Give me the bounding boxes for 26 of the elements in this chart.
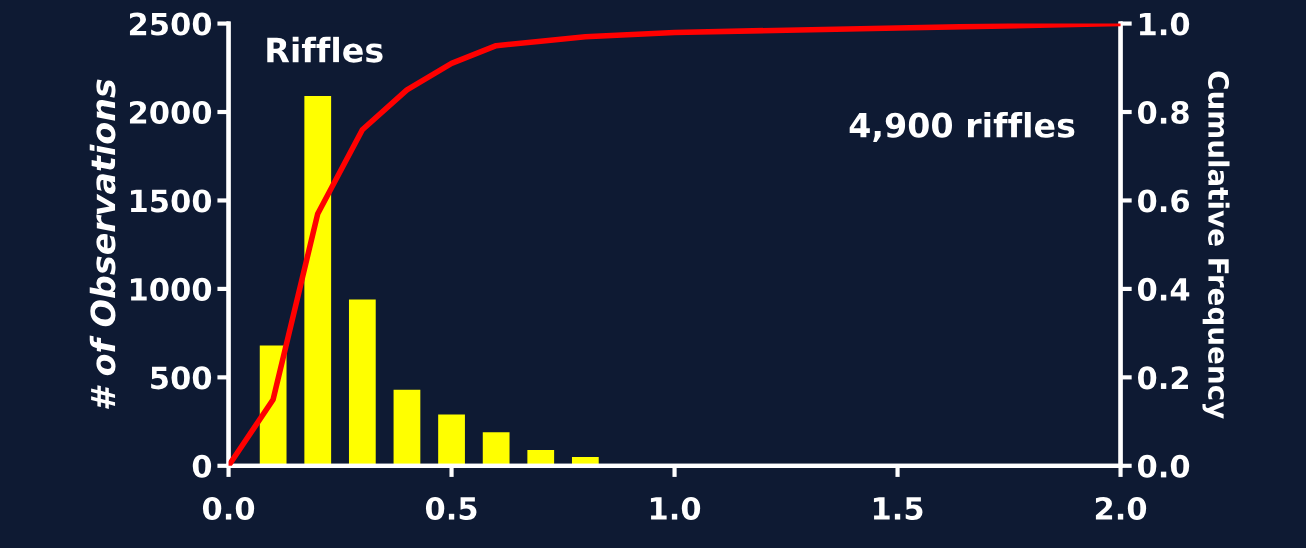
y-tick-label: 1000 [130, 277, 212, 301]
x-tick-label: 0.0 [202, 496, 255, 521]
y-tick-label: 500 [151, 366, 212, 390]
x-tick-label: 0.5 [425, 496, 477, 521]
y-tick-label: 0 [192, 454, 212, 478]
bar [393, 389, 421, 466]
y2-axis-title: Cumulative Frequency [1202, 71, 1230, 419]
annotation: Riffles [267, 36, 383, 63]
x-tick-label: 1.0 [650, 496, 701, 521]
x-tick-label: 1.5 [873, 497, 923, 521]
y-axis-title: # of Observations [89, 79, 116, 409]
bar [304, 96, 332, 466]
y-tick-label: 2500 [129, 12, 212, 36]
annotation: 4,900 riffles [849, 112, 1075, 143]
y2-tick-label: 0.2 [1137, 366, 1188, 390]
y2-tick-label: 0.8 [1137, 100, 1189, 125]
y-tick-label: 1500 [130, 189, 212, 213]
y2-tick-label: 1.0 [1139, 12, 1190, 36]
bar [348, 299, 376, 466]
bar [482, 432, 510, 466]
y2-tick-label: 0.4 [1137, 277, 1190, 301]
y2-tick-label: 0.0 [1137, 454, 1190, 478]
bar [438, 414, 465, 466]
y2-tick-label: 0.6 [1137, 189, 1190, 213]
y-tick-label: 2000 [129, 100, 212, 125]
x-tick-label: 2.0 [1095, 496, 1147, 521]
